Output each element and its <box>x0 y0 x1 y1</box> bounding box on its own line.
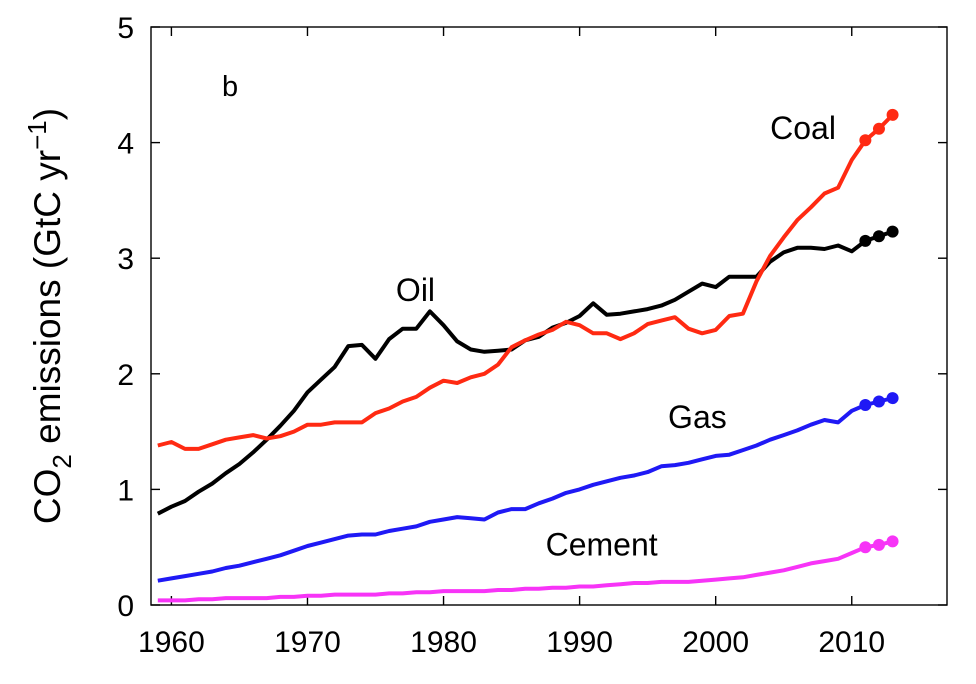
coal-series-line <box>157 113 895 451</box>
y-tick-label: 0 <box>117 590 134 623</box>
oil-point <box>872 230 885 243</box>
x-tick-label: 1970 <box>274 626 341 659</box>
gas-point <box>886 392 899 405</box>
cement-point <box>886 535 899 548</box>
oil-point <box>886 225 899 238</box>
y-tick-label: 4 <box>117 128 134 161</box>
annotation-layer: Oil Coal Gas Cement <box>396 110 836 562</box>
cement-series-line <box>157 539 894 603</box>
oil-label: Oil <box>396 272 435 308</box>
gas-label: Gas <box>668 399 727 435</box>
y-axis-label-middle: emissions (GtC yr <box>27 150 68 454</box>
y-tick-label: 2 <box>117 359 134 392</box>
coal-label: Coal <box>770 110 836 146</box>
y-axis-label-prefix: CO <box>27 469 68 525</box>
y-axis-label: CO2 emissions (GtC yr−1) <box>22 108 77 524</box>
y-axis-label-superscript: −1 <box>22 120 52 150</box>
y-axis-label-subscript: 2 <box>47 454 77 468</box>
oil-series-line <box>156 229 894 516</box>
panel-label: b <box>222 71 238 103</box>
oil-point <box>859 234 872 247</box>
x-tick-label: 1960 <box>138 626 205 659</box>
x-tick-label: 1980 <box>410 626 477 659</box>
coal-point <box>859 134 872 147</box>
y-tick-label: 5 <box>117 12 134 45</box>
axis-ticks: 1960 1970 1980 1990 2000 2010 0 1 2 3 4 5 <box>117 12 947 659</box>
gas-series-line <box>157 396 894 583</box>
y-axis-label-suffix: ) <box>27 108 68 120</box>
x-tick-label: 2000 <box>682 626 749 659</box>
x-tick-label: 2010 <box>818 626 885 659</box>
gas-point <box>872 395 885 408</box>
coal-point <box>886 108 899 121</box>
cement-point <box>859 541 872 554</box>
y-tick-label: 1 <box>117 474 134 507</box>
coal-point <box>872 122 885 135</box>
x-tick-label: 1990 <box>546 626 613 659</box>
gas-point <box>859 399 872 412</box>
series-layer <box>156 108 899 603</box>
cement-point <box>872 538 885 551</box>
plot-frame <box>150 26 948 606</box>
y-tick-label: 3 <box>117 243 134 276</box>
cement-label: Cement <box>546 526 658 562</box>
